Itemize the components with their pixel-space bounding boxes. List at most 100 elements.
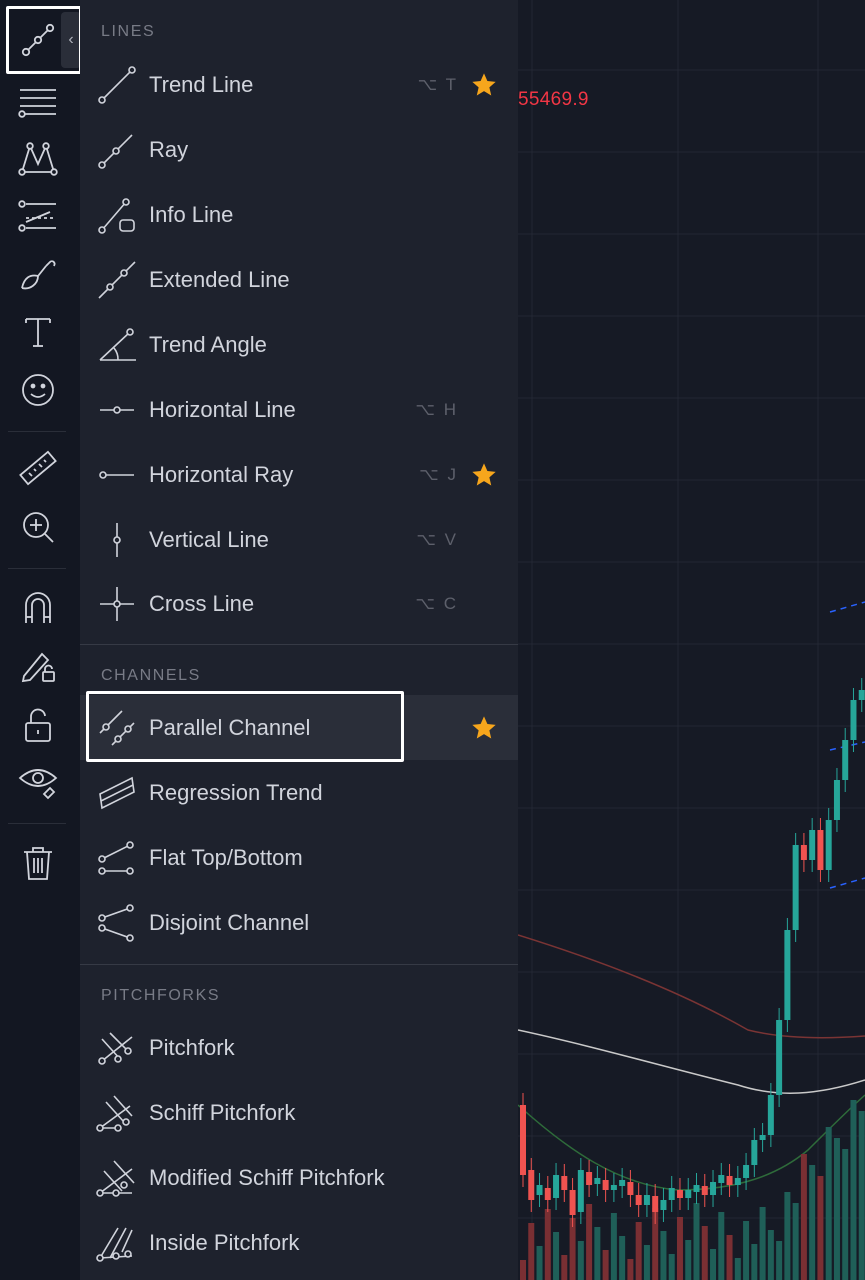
menu-item-trend-line[interactable]: Trend Line ⌥ T bbox=[80, 52, 518, 117]
candle-body bbox=[668, 1188, 675, 1200]
shortcut-hint: ⌥ V bbox=[416, 530, 458, 549]
menu-item-label: Trend Angle bbox=[149, 332, 267, 357]
price-chart[interactable] bbox=[518, 0, 865, 1280]
menu-item-schiff-pitchfork[interactable]: Schiff Pitchfork bbox=[80, 1080, 518, 1145]
candle-body bbox=[759, 1135, 766, 1140]
volume-bar bbox=[718, 1212, 725, 1280]
candle-body bbox=[858, 690, 865, 700]
star-icon[interactable] bbox=[470, 714, 498, 742]
shortcut-hint: ⌥ T bbox=[417, 75, 458, 94]
menu-item-label: Cross Line bbox=[149, 591, 255, 616]
menu-item-info-line[interactable]: Info Line bbox=[80, 182, 518, 247]
flat-top-bottom-icon bbox=[98, 841, 134, 875]
volume-bar bbox=[610, 1213, 617, 1280]
channel-dash-mid bbox=[829, 741, 865, 751]
volume-bar bbox=[660, 1231, 667, 1280]
menu-item-vertical-line[interactable]: Vertical Line ⌥ V bbox=[80, 507, 518, 572]
trend-line-tools-icon[interactable] bbox=[6, 12, 70, 68]
candle-body bbox=[710, 1182, 717, 1195]
candle-body bbox=[602, 1180, 609, 1190]
menu-item-label: Extended Line bbox=[149, 267, 290, 292]
brush-icon[interactable] bbox=[6, 246, 70, 302]
candle-body bbox=[784, 930, 791, 1020]
volume-bar bbox=[842, 1149, 849, 1280]
horizontal-ray-icon bbox=[99, 471, 134, 479]
zoom-in-icon[interactable] bbox=[6, 499, 70, 555]
toolbar-separator bbox=[8, 568, 66, 569]
extended-line-icon bbox=[98, 261, 136, 299]
ma-red-line bbox=[518, 934, 865, 1039]
candle-body bbox=[776, 1020, 783, 1095]
info-line-icon bbox=[98, 198, 135, 234]
menu-item-label: Pitchfork bbox=[149, 1035, 235, 1060]
candle-body bbox=[536, 1185, 543, 1195]
menu-item-horizontal-ray[interactable]: Horizontal Ray ⌥ J bbox=[80, 442, 518, 507]
fib-tools-icon[interactable] bbox=[6, 72, 70, 128]
price-label: 55469.9 bbox=[518, 89, 589, 110]
volume-bar bbox=[858, 1111, 865, 1280]
disjoint-channel-icon bbox=[98, 904, 134, 942]
menu-item-modified-schiff-pitchfork[interactable]: Modified Schiff Pitchfork bbox=[80, 1145, 518, 1210]
candle-body bbox=[842, 740, 849, 780]
cross-line-icon bbox=[100, 587, 134, 621]
shortcut-hint: ⌥ H bbox=[415, 400, 458, 419]
active-tool-frame bbox=[6, 6, 82, 74]
candle-body bbox=[800, 845, 807, 860]
prediction-tools-icon[interactable] bbox=[6, 188, 70, 244]
menu-item-disjoint-channel[interactable]: Disjoint Channel bbox=[80, 890, 518, 955]
section-title-pitchforks: PITCHFORKS bbox=[101, 987, 221, 1004]
chevron-left-icon[interactable]: ‹ bbox=[61, 12, 81, 68]
candle-body bbox=[685, 1190, 692, 1198]
magnet-icon[interactable] bbox=[6, 579, 70, 635]
menu-item-inside-pitchfork[interactable]: Inside Pitchfork bbox=[80, 1210, 518, 1275]
volume-bar bbox=[759, 1207, 766, 1280]
toolbar-separator bbox=[8, 823, 66, 824]
channel-dash-bottom bbox=[829, 877, 865, 889]
star-icon[interactable] bbox=[470, 461, 498, 489]
menu-item-label: Horizontal Line bbox=[149, 397, 296, 422]
volume-bar bbox=[784, 1192, 791, 1280]
modified-schiff-pitchfork-icon bbox=[96, 1160, 135, 1197]
ruler-icon[interactable] bbox=[6, 441, 70, 497]
menu-item-pitchfork[interactable]: Pitchfork bbox=[80, 1015, 518, 1080]
candle-body bbox=[652, 1196, 659, 1212]
lock-icon[interactable] bbox=[6, 697, 70, 753]
text-icon[interactable] bbox=[6, 304, 70, 360]
volume-bar bbox=[693, 1203, 700, 1280]
patterns-icon[interactable] bbox=[6, 130, 70, 186]
candle-body bbox=[726, 1176, 733, 1185]
shortcut-hint: ⌥ J bbox=[419, 465, 458, 484]
menu-item-cross-line[interactable]: Cross Line ⌥ C bbox=[80, 571, 518, 636]
ma-white-line bbox=[518, 1029, 865, 1094]
volume-bar bbox=[800, 1154, 807, 1280]
menu-item-regression-trend[interactable]: Regression Trend bbox=[80, 760, 518, 825]
volume-bar bbox=[635, 1222, 642, 1280]
menu-item-label: Flat Top/Bottom bbox=[149, 845, 303, 870]
menu-item-parallel-channel[interactable]: Parallel Channel bbox=[80, 695, 518, 760]
volume-bar bbox=[792, 1203, 799, 1280]
star-icon[interactable] bbox=[470, 71, 498, 99]
hide-icon[interactable] bbox=[6, 752, 70, 808]
menu-item-horizontal-line[interactable]: Horizontal Line ⌥ H bbox=[80, 377, 518, 442]
selected-item-frame bbox=[86, 691, 404, 762]
menu-item-extended-line[interactable]: Extended Line bbox=[80, 247, 518, 312]
candle-body bbox=[809, 830, 816, 860]
menu-item-ray[interactable]: Ray bbox=[80, 117, 518, 182]
toolbar-separator bbox=[8, 431, 66, 432]
candle-body bbox=[528, 1170, 535, 1200]
emoji-icon[interactable] bbox=[6, 362, 70, 418]
volume-bar bbox=[825, 1127, 832, 1280]
trash-icon[interactable] bbox=[6, 835, 70, 891]
menu-item-trend-angle[interactable]: Trend Angle bbox=[80, 312, 518, 377]
volume-bar bbox=[544, 1209, 551, 1280]
menu-item-flat-top-bottom[interactable]: Flat Top/Bottom bbox=[80, 825, 518, 890]
trend-angle-icon bbox=[99, 328, 136, 361]
volume-bar bbox=[710, 1249, 717, 1280]
volume-bar bbox=[751, 1244, 758, 1280]
volume-bar bbox=[817, 1176, 824, 1280]
drawing-tools-dropdown: LINES Trend Line ⌥ T Ray Info Line Exten… bbox=[80, 0, 518, 1280]
stay-in-drawing-mode-icon[interactable] bbox=[6, 638, 70, 694]
candle-body bbox=[660, 1200, 667, 1210]
pitchfork-icon bbox=[98, 1032, 133, 1065]
candle-body bbox=[817, 830, 824, 870]
